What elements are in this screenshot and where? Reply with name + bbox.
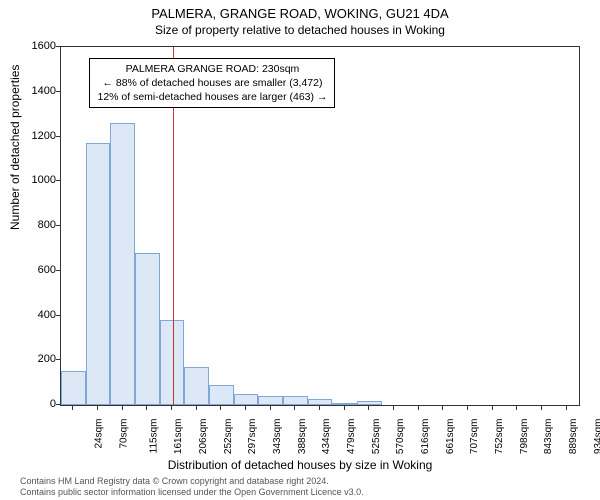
- histogram-bar: [357, 401, 382, 405]
- y-tick-label: 1000: [32, 174, 56, 186]
- y-tick-mark: [56, 136, 60, 137]
- y-tick-label: 1600: [32, 40, 56, 52]
- y-tick-mark: [56, 225, 60, 226]
- x-tick-label: 206sqm: [198, 419, 209, 455]
- x-tick-label: 661sqm: [445, 419, 456, 455]
- x-tick-mark: [72, 406, 73, 410]
- x-tick-mark: [122, 406, 123, 410]
- x-tick-mark: [344, 406, 345, 410]
- x-tick-label: 343sqm: [272, 419, 283, 455]
- x-tick-label: 24sqm: [94, 419, 105, 449]
- y-tick-mark: [56, 404, 60, 405]
- y-tick-mark: [56, 91, 60, 92]
- y-tick-mark: [56, 180, 60, 181]
- x-tick-mark: [467, 406, 468, 410]
- x-tick-mark: [516, 406, 517, 410]
- x-tick-mark: [492, 406, 493, 410]
- x-tick-label: 525sqm: [371, 419, 382, 455]
- footnote-line2: Contains public sector information licen…: [20, 487, 364, 498]
- histogram-bar: [234, 394, 259, 405]
- x-tick-label: 843sqm: [543, 419, 554, 455]
- x-tick-label: 889sqm: [568, 419, 579, 455]
- x-tick-label: 570sqm: [395, 419, 406, 455]
- y-tick-label: 1200: [32, 130, 56, 142]
- y-axis-label: Number of detached properties: [8, 65, 22, 230]
- x-tick-mark: [220, 406, 221, 410]
- x-tick-label: 70sqm: [119, 419, 130, 449]
- y-tick-mark: [56, 359, 60, 360]
- x-tick-label: 161sqm: [173, 419, 184, 455]
- x-tick-label: 934sqm: [593, 419, 600, 455]
- histogram-bar: [308, 399, 333, 405]
- x-tick-mark: [418, 406, 419, 410]
- x-tick-label: 616sqm: [420, 419, 431, 455]
- x-tick-mark: [442, 406, 443, 410]
- x-tick-mark: [294, 406, 295, 410]
- x-tick-mark: [319, 406, 320, 410]
- histogram-bar: [184, 367, 209, 405]
- y-tick-mark: [56, 270, 60, 271]
- y-tick-mark: [56, 315, 60, 316]
- histogram-bar: [332, 403, 357, 405]
- histogram-bar: [209, 385, 234, 405]
- x-tick-label: 752sqm: [494, 419, 505, 455]
- y-tick-label: 200: [38, 353, 56, 365]
- x-tick-mark: [393, 406, 394, 410]
- y-tick-label: 800: [38, 219, 56, 231]
- histogram-bar: [135, 253, 160, 405]
- x-tick-mark: [146, 406, 147, 410]
- chart-container: PALMERA, GRANGE ROAD, WOKING, GU21 4DA S…: [0, 0, 600, 500]
- x-tick-mark: [196, 406, 197, 410]
- x-tick-mark: [245, 406, 246, 410]
- annotation-line: PALMERA GRANGE ROAD: 230sqm: [97, 62, 327, 76]
- y-tick-mark: [56, 46, 60, 47]
- x-tick-label: 479sqm: [346, 419, 357, 455]
- y-tick-label: 400: [38, 309, 56, 321]
- x-tick-mark: [171, 406, 172, 410]
- x-tick-mark: [368, 406, 369, 410]
- histogram-bar: [86, 143, 111, 405]
- histogram-bar: [160, 320, 185, 405]
- x-tick-label: 388sqm: [297, 419, 308, 455]
- y-tick-label: 600: [38, 264, 56, 276]
- x-axis-label: Distribution of detached houses by size …: [0, 458, 600, 472]
- footnote: Contains HM Land Registry data © Crown c…: [20, 476, 364, 499]
- annotation-box: PALMERA GRANGE ROAD: 230sqm← 88% of deta…: [89, 58, 335, 109]
- annotation-line: 12% of semi-detached houses are larger (…: [97, 90, 327, 104]
- plot-area: PALMERA GRANGE ROAD: 230sqm← 88% of deta…: [60, 46, 580, 406]
- chart-subtitle: Size of property relative to detached ho…: [0, 21, 600, 37]
- histogram-bar: [61, 371, 86, 405]
- x-tick-mark: [270, 406, 271, 410]
- annotation-line: ← 88% of detached houses are smaller (3,…: [97, 76, 327, 90]
- x-tick-label: 297sqm: [247, 419, 258, 455]
- histogram-bar: [258, 396, 283, 405]
- x-tick-label: 707sqm: [469, 419, 480, 455]
- footnote-line1: Contains HM Land Registry data © Crown c…: [20, 476, 364, 487]
- x-tick-label: 798sqm: [519, 419, 530, 455]
- histogram-bar: [283, 396, 308, 405]
- x-tick-label: 115sqm: [148, 419, 159, 454]
- x-tick-label: 252sqm: [223, 419, 234, 455]
- x-tick-mark: [566, 406, 567, 410]
- x-tick-mark: [97, 406, 98, 410]
- y-tick-label: 1400: [32, 85, 56, 97]
- histogram-bar: [110, 123, 135, 405]
- chart-title: PALMERA, GRANGE ROAD, WOKING, GU21 4DA: [0, 0, 600, 21]
- x-tick-mark: [541, 406, 542, 410]
- x-tick-label: 434sqm: [321, 419, 332, 455]
